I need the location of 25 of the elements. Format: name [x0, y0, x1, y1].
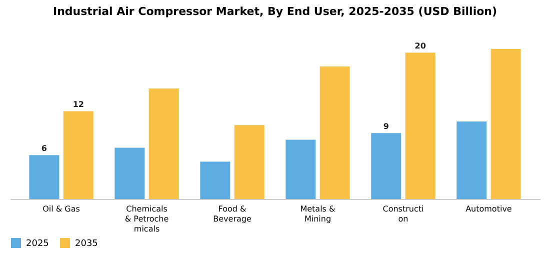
data-label: 9 — [383, 122, 390, 132]
chart-title: Industrial Air Compressor Market, By End User, 2025-2035 (USD Billion) — [52, 5, 498, 18]
x-tick-label: Oil & Gas — [42, 204, 80, 214]
x-tick-label: Construction — [382, 204, 424, 224]
bar — [29, 155, 60, 199]
bar — [148, 88, 179, 199]
data-label: 12 — [72, 100, 84, 110]
bar — [371, 133, 402, 199]
x-tick-label: Metals & Mining — [300, 204, 336, 224]
x-tick-label: Automotive — [466, 204, 512, 214]
bar — [200, 162, 230, 199]
bar — [320, 66, 350, 199]
legend-label: 2035 — [75, 239, 98, 249]
x-tick-label: Chemicals & Petrochemicals — [124, 204, 169, 234]
bar — [234, 125, 264, 199]
data-label: 6 — [41, 144, 48, 154]
legend-label: 2025 — [26, 239, 49, 249]
bar — [456, 121, 487, 199]
bar — [114, 148, 145, 199]
bar — [63, 111, 94, 199]
bar — [405, 52, 436, 199]
bar — [286, 140, 316, 199]
bar — [490, 49, 521, 199]
x-tick-label: Food & Beverage — [213, 204, 252, 224]
data-label: 20 — [414, 42, 426, 51]
